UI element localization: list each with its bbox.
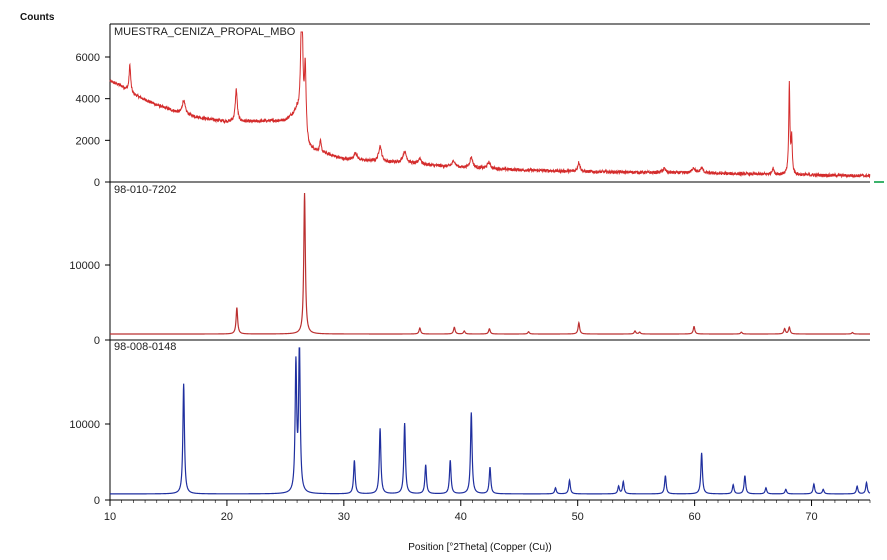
x-tick-label: 70 [805, 511, 817, 523]
x-tick-label: 40 [455, 511, 467, 523]
y-tick-label-ref-2: 10000 [69, 419, 100, 431]
series-line-ref-2 [110, 347, 871, 495]
x-axis-group: 10 20 30 40 50 60 70 [104, 181, 884, 523]
x-tick-label: 50 [572, 511, 584, 523]
y-tick-label-ref-1: 10000 [69, 260, 100, 272]
x-tick-label: 60 [688, 511, 700, 523]
x-axis-title: Position [°2Theta] (Copper (Cu)) [408, 542, 552, 553]
series-line-ref-1 [110, 192, 870, 335]
panel-label-ref-2: 98-008-0148 [114, 341, 176, 353]
x-tick-label: 20 [221, 511, 233, 523]
series-line-sample [109, 31, 871, 179]
x-tick-label: 10 [104, 511, 116, 523]
y-axis-title: Counts [20, 12, 55, 23]
panel-label-sample: MUESTRA_CENIZA_PROPAL_MBO [114, 26, 296, 38]
y-tick-label-ref-1: 0 [94, 335, 100, 347]
y-tick-label-sample: 4000 [76, 94, 100, 106]
y-tick-label-sample: 6000 [76, 52, 100, 64]
panel-label-ref-1: 98-010-7202 [114, 184, 176, 196]
y-tick-label-ref-2: 0 [94, 495, 100, 507]
y-tick-label-sample: 2000 [76, 135, 100, 147]
x-tick-label: 30 [338, 511, 350, 523]
panels-group: 0 2000 4000 6000 0 10000 0 10000 [69, 23, 871, 507]
y-tick-label-sample: 0 [94, 177, 100, 189]
